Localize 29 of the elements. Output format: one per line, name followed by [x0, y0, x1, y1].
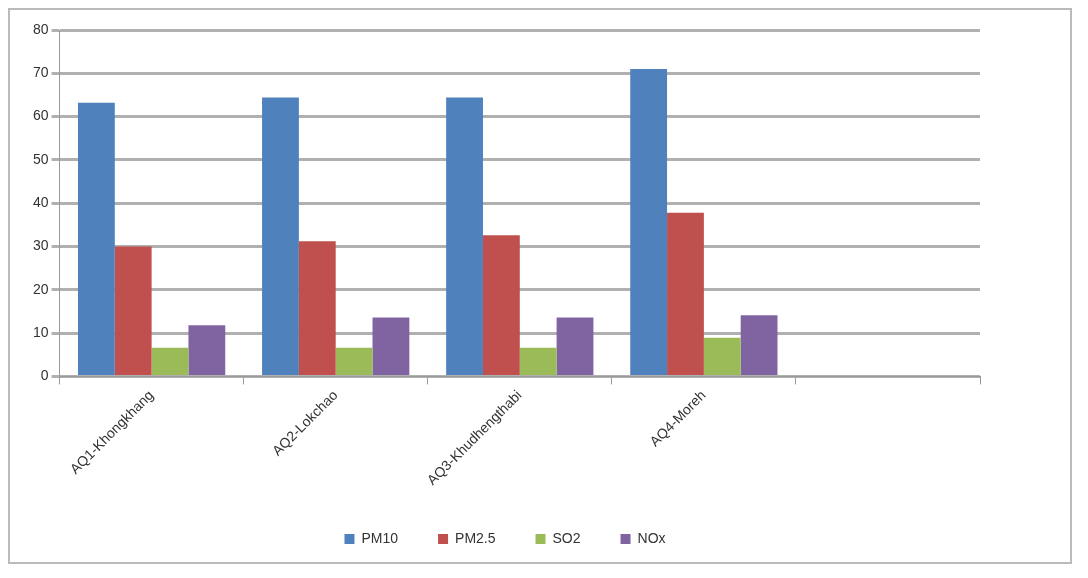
y-tick-label: 0	[40, 367, 49, 384]
bar	[519, 347, 557, 375]
bar	[77, 102, 115, 375]
legend-label: NOx	[637, 529, 666, 546]
y-tick-label: 60	[32, 107, 49, 124]
bar	[114, 246, 152, 375]
bar	[372, 317, 410, 375]
bar	[446, 97, 483, 375]
y-tick-label: 20	[32, 280, 49, 297]
bar	[151, 347, 189, 375]
bar	[703, 337, 741, 375]
y-tick-label: 80	[32, 20, 49, 37]
bar	[298, 241, 336, 375]
y-tick-label: 40	[32, 194, 49, 211]
bar	[556, 317, 594, 375]
bar	[630, 68, 668, 375]
bar	[188, 325, 226, 375]
legend-label: SO2	[552, 529, 581, 546]
y-tick-label: 50	[32, 150, 49, 167]
bar	[335, 347, 373, 375]
bar	[667, 212, 704, 375]
y-tick-label: 10	[32, 323, 49, 340]
bar	[262, 97, 299, 375]
y-tick-label: 70	[32, 64, 49, 81]
bar	[482, 235, 520, 375]
y-tick-label: 30	[32, 237, 49, 254]
legend-label: PM2.5	[455, 529, 496, 546]
legend-label: PM10	[361, 529, 399, 546]
bar	[740, 315, 778, 375]
